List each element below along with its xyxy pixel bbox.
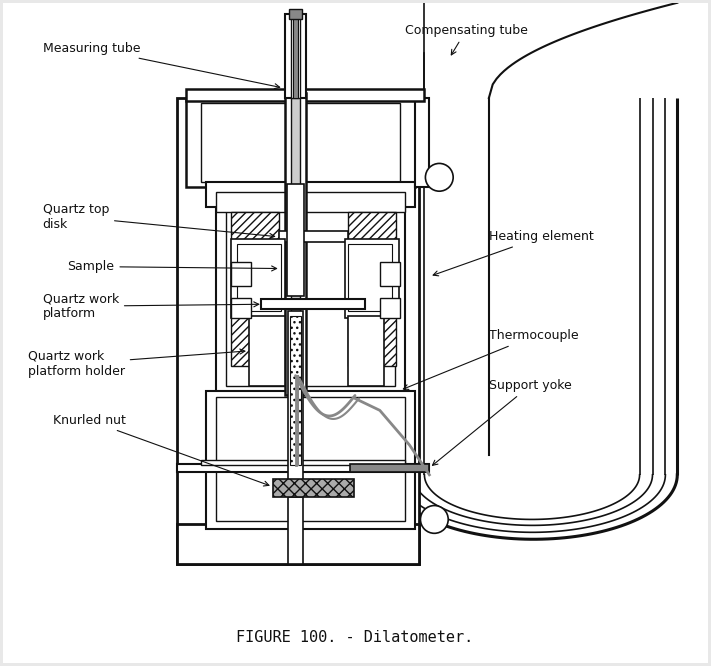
Bar: [348, 212, 395, 366]
Circle shape: [425, 163, 453, 191]
Polygon shape: [390, 98, 678, 539]
Bar: [289, 316, 301, 465]
Bar: [231, 298, 251, 318]
Text: Knurled nut: Knurled nut: [53, 414, 269, 486]
Bar: [284, 93, 306, 396]
Bar: [345, 239, 399, 318]
Bar: [249, 316, 284, 386]
Bar: [261, 299, 365, 309]
Bar: [216, 398, 405, 521]
Bar: [201, 460, 405, 465]
Text: Quartz top
disk: Quartz top disk: [43, 203, 274, 238]
Text: Sample: Sample: [68, 260, 277, 273]
Bar: [231, 212, 279, 366]
Bar: [231, 239, 284, 318]
Bar: [291, 14, 301, 98]
Bar: [287, 311, 304, 485]
Bar: [206, 390, 415, 529]
Bar: [273, 479, 354, 497]
Text: Support yoke: Support yoke: [432, 379, 572, 466]
Text: Quartz work
platform holder: Quartz work platform holder: [28, 349, 245, 378]
Bar: [346, 240, 392, 296]
Bar: [292, 14, 299, 98]
Bar: [176, 464, 429, 472]
Text: Heating element: Heating element: [433, 230, 594, 276]
Bar: [206, 182, 415, 207]
Bar: [216, 187, 405, 396]
Bar: [348, 316, 384, 386]
Bar: [176, 524, 419, 564]
Text: FIGURE 100. - Dilatometer.: FIGURE 100. - Dilatometer.: [236, 631, 474, 645]
Bar: [176, 98, 419, 564]
Bar: [216, 192, 405, 212]
Bar: [291, 93, 301, 396]
Bar: [231, 262, 251, 286]
Bar: [237, 244, 281, 311]
Bar: [348, 244, 392, 311]
Bar: [201, 103, 400, 182]
Bar: [380, 298, 400, 318]
Text: Compensating tube: Compensating tube: [405, 24, 528, 55]
Bar: [287, 184, 304, 296]
Bar: [380, 262, 400, 286]
Bar: [186, 89, 424, 101]
Text: Quartz work
platform: Quartz work platform: [43, 292, 259, 320]
Bar: [287, 497, 304, 564]
Bar: [284, 14, 306, 98]
Bar: [186, 98, 415, 187]
Text: Thermocouple: Thermocouple: [403, 330, 579, 390]
Bar: [279, 231, 348, 242]
Bar: [289, 9, 302, 19]
Bar: [237, 240, 282, 296]
Bar: [415, 98, 429, 187]
Circle shape: [420, 505, 448, 533]
Bar: [350, 464, 429, 472]
Text: Measuring tube: Measuring tube: [43, 42, 279, 89]
Bar: [226, 192, 395, 386]
